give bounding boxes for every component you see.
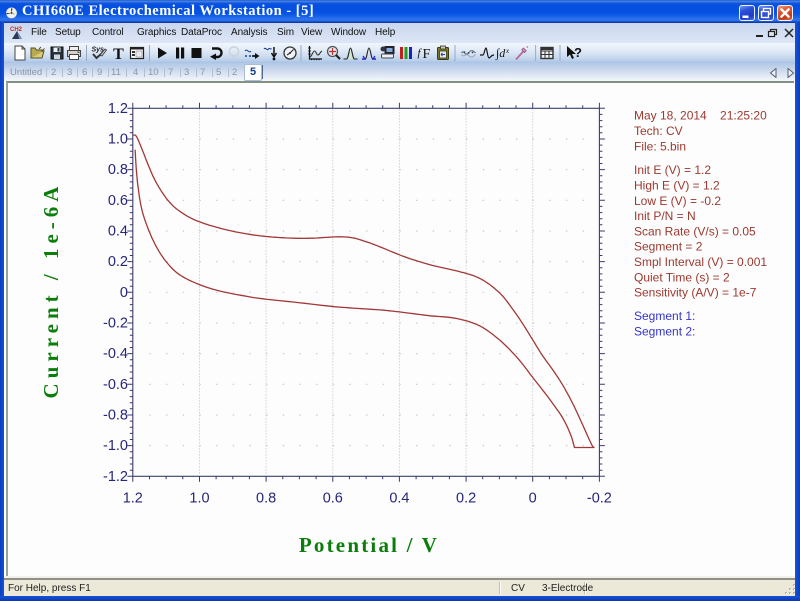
svg-text:x: x <box>505 47 510 55</box>
svg-text:F: F <box>423 47 431 62</box>
svg-text:T: T <box>113 46 124 63</box>
svg-text:∫d: ∫d <box>495 46 506 60</box>
svg-text:CH2: CH2 <box>10 27 23 33</box>
svg-text:Sys: Sys <box>92 47 105 54</box>
svg-text:f: f <box>418 47 423 59</box>
svg-text:?: ? <box>574 45 582 60</box>
